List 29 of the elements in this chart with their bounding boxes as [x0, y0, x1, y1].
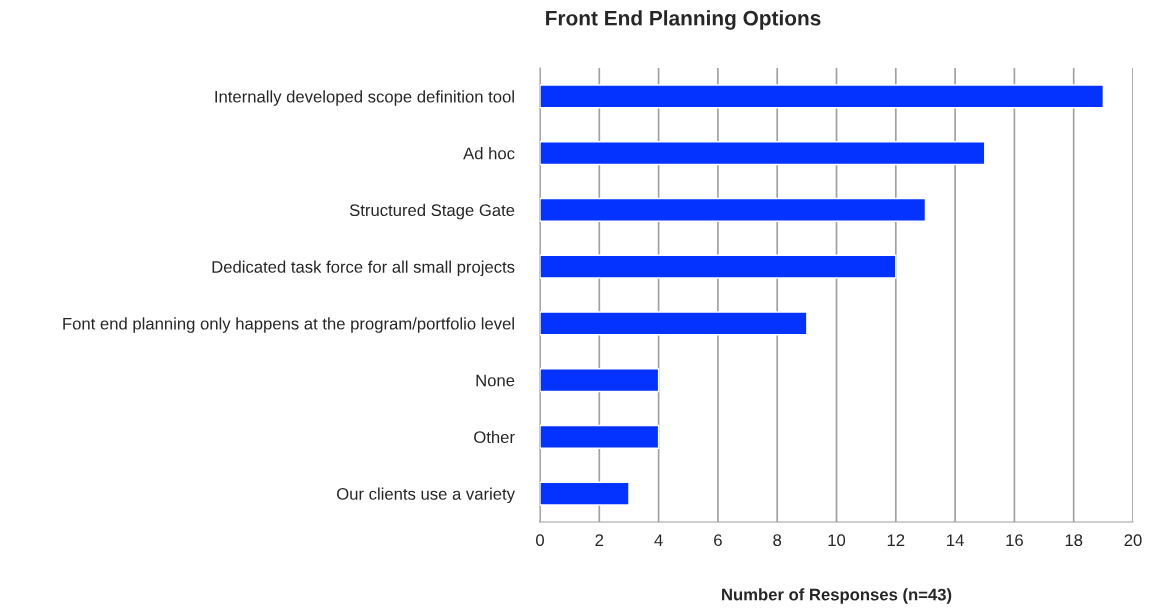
chart-title: Front End Planning Options — [546, 10, 821, 30]
y-tick-label: Other — [474, 430, 515, 444]
x-tick-label: 12 — [887, 534, 905, 546]
bar — [540, 368, 660, 393]
x-tick-label: 4 — [654, 534, 663, 546]
y-tick-label: Dedicated task force for all small projects — [212, 260, 515, 277]
y-tick-label: Internally developed scope definition tool — [215, 90, 514, 106]
y-tick-label: None — [476, 374, 515, 387]
x-tick-label: 0 — [536, 534, 544, 547]
x-axis-title: Number of Responses (n=43) — [722, 588, 952, 604]
bar — [540, 84, 1105, 109]
y-tick-label: Structured Stage Gate — [349, 203, 515, 220]
bar — [540, 481, 630, 506]
x-tick-label: 2 — [595, 534, 604, 546]
x-tick-label: 8 — [773, 534, 782, 547]
bar — [540, 141, 986, 166]
bar — [540, 311, 808, 336]
y-tick-label: Font end planning only happens at the program/portfolio level — [63, 317, 514, 333]
x-tick-label: 6 — [714, 534, 722, 547]
x-tick-label: 10 — [828, 534, 846, 547]
y-tick-label: Ad hoc — [463, 147, 515, 160]
x-tick-label: 20 — [1124, 534, 1142, 547]
y-tick-label: Our clients use a variety — [337, 487, 515, 504]
bar — [540, 197, 927, 222]
x-tick-label: 18 — [1065, 534, 1083, 547]
bar — [540, 424, 660, 449]
x-tick-label: 14 — [947, 534, 964, 546]
bar — [540, 254, 897, 279]
x-tick-label: 16 — [1006, 534, 1023, 547]
